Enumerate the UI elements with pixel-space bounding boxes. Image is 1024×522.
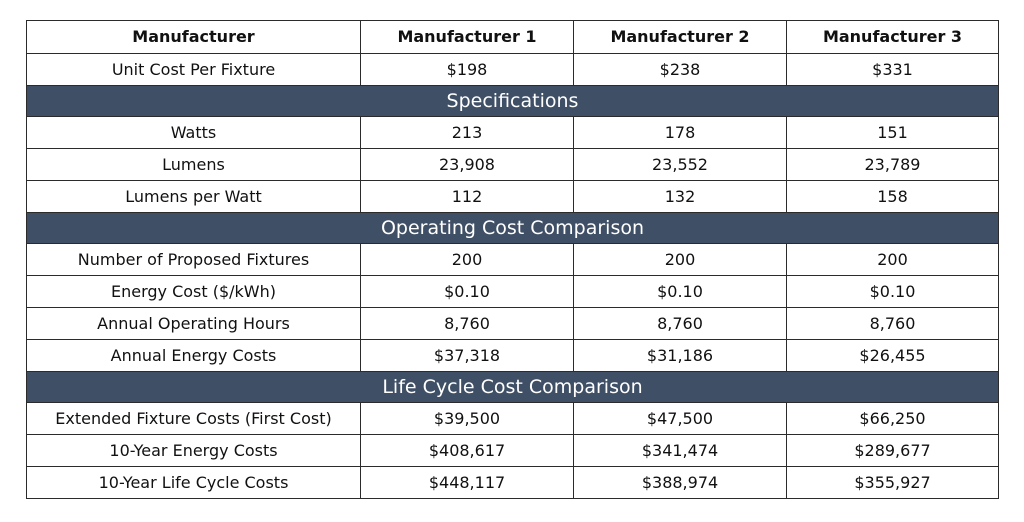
cell-value: $0.10 xyxy=(786,275,999,308)
row-label: 10-Year Life Cycle Costs xyxy=(26,466,361,499)
section-title: Operating Cost Comparison xyxy=(26,212,999,244)
header-manufacturer-3: Manufacturer 3 xyxy=(786,20,999,54)
cell-value: $355,927 xyxy=(786,466,999,499)
row-label: Energy Cost ($/kWh) xyxy=(26,275,361,308)
cell-value: 200 xyxy=(573,243,787,276)
cell-value: 200 xyxy=(786,243,999,276)
cell-value: 23,789 xyxy=(786,148,999,181)
row-label: Unit Cost Per Fixture xyxy=(26,53,361,86)
cell-value: 112 xyxy=(360,180,574,213)
table-row: Annual Energy Costs $37,318 $31,186 $26,… xyxy=(26,339,999,372)
cell-value: $238 xyxy=(573,53,787,86)
cell-value: $66,250 xyxy=(786,402,999,435)
header-manufacturer-2: Manufacturer 2 xyxy=(573,20,787,54)
cell-value: 8,760 xyxy=(573,307,787,340)
header-manufacturer-1: Manufacturer 1 xyxy=(360,20,574,54)
table-row: Number of Proposed Fixtures 200 200 200 xyxy=(26,243,999,276)
cell-value: 23,908 xyxy=(360,148,574,181)
table-row: Watts 213 178 151 xyxy=(26,116,999,149)
cell-value: $388,974 xyxy=(573,466,787,499)
cell-value: $47,500 xyxy=(573,402,787,435)
table-row: Annual Operating Hours 8,760 8,760 8,760 xyxy=(26,307,999,340)
cell-value: $289,677 xyxy=(786,434,999,467)
table-row: Energy Cost ($/kWh) $0.10 $0.10 $0.10 xyxy=(26,275,999,308)
section-header-life-cycle-cost: Life Cycle Cost Comparison xyxy=(26,371,999,403)
row-label: Lumens per Watt xyxy=(26,180,361,213)
cell-value: $37,318 xyxy=(360,339,574,372)
table-row: Lumens 23,908 23,552 23,789 xyxy=(26,148,999,181)
table-header-row: Manufacturer Manufacturer 1 Manufacturer… xyxy=(26,20,999,54)
cell-value: $0.10 xyxy=(360,275,574,308)
cell-value: 151 xyxy=(786,116,999,149)
comparison-table-container: Manufacturer Manufacturer 1 Manufacturer… xyxy=(26,20,999,499)
cell-value: 8,760 xyxy=(360,307,574,340)
cell-value: $198 xyxy=(360,53,574,86)
cell-value: 178 xyxy=(573,116,787,149)
cell-value: $408,617 xyxy=(360,434,574,467)
cell-value: $31,186 xyxy=(573,339,787,372)
table-row: Unit Cost Per Fixture $198 $238 $331 xyxy=(26,53,999,86)
row-label: Lumens xyxy=(26,148,361,181)
table-row: Extended Fixture Costs (First Cost) $39,… xyxy=(26,402,999,435)
cell-value: 8,760 xyxy=(786,307,999,340)
cell-value: 200 xyxy=(360,243,574,276)
header-manufacturer: Manufacturer xyxy=(26,20,361,54)
cell-value: 213 xyxy=(360,116,574,149)
row-label: Watts xyxy=(26,116,361,149)
row-label: Annual Energy Costs xyxy=(26,339,361,372)
cell-value: $448,117 xyxy=(360,466,574,499)
section-title: Specifications xyxy=(26,85,999,117)
section-header-specifications: Specifications xyxy=(26,85,999,117)
cell-value: 132 xyxy=(573,180,787,213)
cell-value: $331 xyxy=(786,53,999,86)
row-label: Annual Operating Hours xyxy=(26,307,361,340)
section-title: Life Cycle Cost Comparison xyxy=(26,371,999,403)
cell-value: $26,455 xyxy=(786,339,999,372)
row-label: Number of Proposed Fixtures xyxy=(26,243,361,276)
cell-value: $0.10 xyxy=(573,275,787,308)
section-header-operating-cost: Operating Cost Comparison xyxy=(26,212,999,244)
fixture-comparison-table: Manufacturer Manufacturer 1 Manufacturer… xyxy=(26,20,999,499)
cell-value: 158 xyxy=(786,180,999,213)
cell-value: 23,552 xyxy=(573,148,787,181)
table-row: Lumens per Watt 112 132 158 xyxy=(26,180,999,213)
table-row: 10-Year Energy Costs $408,617 $341,474 $… xyxy=(26,434,999,467)
table-row: 10-Year Life Cycle Costs $448,117 $388,9… xyxy=(26,466,999,499)
cell-value: $341,474 xyxy=(573,434,787,467)
row-label: Extended Fixture Costs (First Cost) xyxy=(26,402,361,435)
row-label: 10-Year Energy Costs xyxy=(26,434,361,467)
cell-value: $39,500 xyxy=(360,402,574,435)
